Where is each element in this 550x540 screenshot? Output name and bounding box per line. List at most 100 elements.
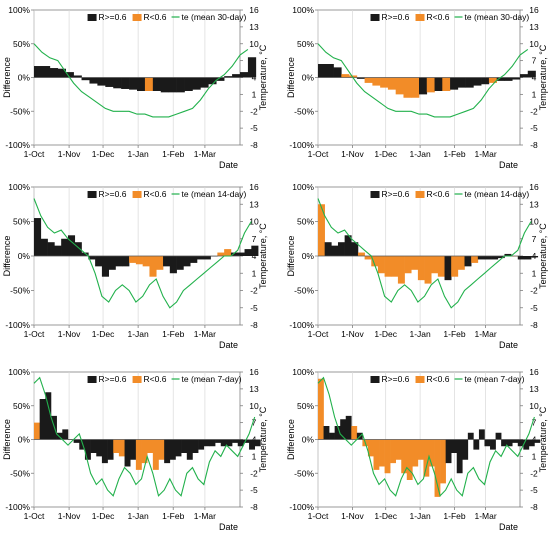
legend-swatch-low — [415, 191, 425, 198]
bar — [254, 439, 261, 447]
legend-label-low: R<0.6 — [427, 189, 450, 199]
bar — [490, 439, 496, 450]
y2-tick-label: 1 — [532, 89, 537, 99]
bar — [224, 249, 232, 256]
y2-tick-label: -8 — [530, 320, 538, 330]
bar — [495, 432, 502, 440]
x-tick-label: 1-Dec — [92, 511, 115, 521]
panel-top-left: 100%50%0%-50%-100%161310741-2-5-81-Oct1-… — [2, 5, 268, 170]
bar — [220, 439, 227, 447]
bar — [186, 439, 193, 460]
bar — [428, 439, 435, 467]
y2-axis-title: Temperature, °C — [538, 223, 548, 289]
bar — [344, 235, 352, 256]
y-tick-label: -100% — [5, 502, 30, 512]
bar — [142, 256, 150, 267]
x-tick-label: 1-Feb — [162, 149, 184, 159]
bar — [527, 70, 536, 78]
bar — [357, 252, 365, 256]
y-axis-title: Difference — [2, 236, 12, 277]
bar — [437, 256, 445, 277]
bar — [96, 439, 103, 457]
legend-label-high: R>=0.6 — [382, 189, 410, 199]
bar — [217, 252, 225, 256]
bar — [49, 68, 59, 78]
bar — [333, 67, 342, 78]
x-tick-label: 1-Feb — [443, 149, 465, 159]
bar — [351, 242, 359, 256]
y-tick-label: 0% — [302, 73, 315, 83]
bar — [152, 77, 162, 91]
bar — [491, 256, 499, 260]
legend-swatch-high — [370, 376, 380, 383]
y2-tick-label: 16 — [529, 5, 539, 15]
x-tick-label: 1-Jan — [127, 511, 149, 521]
bar — [456, 439, 463, 474]
bar — [395, 77, 404, 95]
bar — [364, 77, 373, 83]
legend-swatch-high — [87, 376, 97, 383]
x-tick-label: 1-Jan — [409, 511, 431, 521]
bar — [341, 74, 350, 78]
bar — [318, 378, 324, 440]
x-axis-title: Date — [219, 340, 238, 350]
y-tick-label: -50% — [294, 106, 314, 116]
bar — [160, 77, 169, 93]
bar — [200, 77, 209, 88]
x-tick-label: 1-Jan — [127, 329, 149, 339]
bar — [390, 439, 396, 464]
y-tick-label: 0% — [18, 251, 31, 261]
x-axis-title: Date — [499, 340, 518, 350]
bar — [387, 77, 396, 90]
bar — [417, 439, 424, 460]
bar — [168, 77, 177, 93]
bar — [424, 256, 432, 284]
bar — [444, 256, 452, 281]
y-tick-label: 100% — [292, 367, 314, 377]
bar — [84, 439, 91, 460]
y2-tick-label: -5 — [530, 303, 538, 313]
legend-label-temp: te (mean 30-day) — [182, 12, 247, 22]
bar — [122, 256, 130, 267]
bar — [465, 77, 474, 88]
y2-tick-label: -2 — [530, 286, 538, 296]
y2-tick-label: 10 — [529, 39, 539, 49]
bar — [349, 75, 358, 78]
legend-label-low: R<0.6 — [427, 12, 450, 22]
y2-tick-label: -5 — [250, 303, 258, 313]
bar — [404, 256, 412, 274]
bar — [237, 252, 245, 256]
bar — [147, 439, 154, 453]
bar — [95, 256, 103, 267]
bar — [115, 256, 123, 267]
bar — [488, 77, 497, 83]
y2-tick-label: 16 — [529, 182, 539, 192]
y-tick-label: -50% — [294, 286, 314, 296]
bar — [158, 439, 165, 460]
bar — [395, 439, 402, 460]
bar — [40, 238, 48, 256]
bar — [473, 439, 480, 450]
bar — [451, 256, 459, 277]
bar — [497, 256, 505, 259]
legend-label-low: R<0.6 — [427, 374, 450, 384]
bar — [329, 432, 335, 440]
bar — [442, 77, 451, 91]
bar — [249, 439, 256, 450]
bar — [377, 256, 385, 274]
y-tick-label: 0% — [18, 435, 31, 445]
legend-label-temp: te (mean 7-day) — [182, 374, 242, 384]
y2-tick-label: 16 — [529, 367, 539, 377]
bar — [417, 256, 425, 281]
y-tick-label: 100% — [8, 182, 30, 192]
panel-middle-right: 100%50%0%-50%-100%161310741-2-5-81-Oct1-… — [286, 182, 548, 350]
y2-tick-label: 16 — [249, 367, 259, 377]
y2-axis-title: Temperature, °C — [258, 44, 268, 110]
bar — [371, 256, 379, 267]
bar — [244, 249, 252, 256]
y-tick-label: 100% — [292, 5, 314, 15]
x-tick-label: 1-Dec — [374, 511, 397, 521]
bar — [467, 432, 474, 440]
bar — [196, 256, 205, 260]
